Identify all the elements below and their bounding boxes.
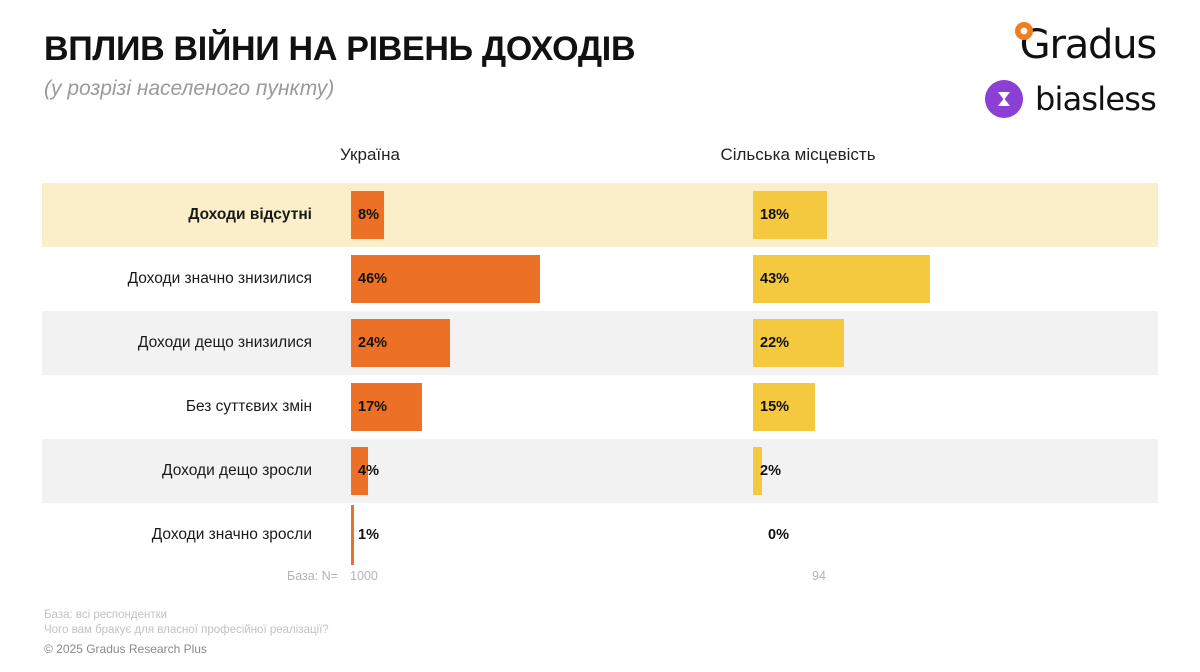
column-header-ukraine: Україна xyxy=(340,145,400,164)
chart-row: Доходи відсутні 8% 18% xyxy=(0,183,1200,247)
bar-value-rural: 15% xyxy=(760,399,790,415)
bar-ukraine xyxy=(351,447,368,495)
row-label: Доходи відсутні xyxy=(188,206,312,223)
hourglass-icon xyxy=(984,80,1023,118)
bar-value-ukraine: 46% xyxy=(358,271,388,287)
bar-ukraine xyxy=(351,383,422,431)
biasless-logo: biasless xyxy=(984,80,1157,118)
bar-cell-ukraine: 8% xyxy=(351,183,731,247)
chart-row: Доходи значно зросли 1% 0% xyxy=(0,503,1200,567)
orange-dot-icon xyxy=(1014,21,1034,41)
row-label: Доходи значно зросли xyxy=(151,526,312,543)
row-label: Доходи значно знизилися xyxy=(127,270,312,287)
row-background xyxy=(42,439,1158,503)
footer-copyright: © 2025 Gradus Research Plus xyxy=(44,642,207,656)
bar-rural xyxy=(753,255,930,303)
brand-logo-block: Gradus biasless xyxy=(956,22,1158,122)
bar-value-ukraine: 17% xyxy=(358,399,388,415)
bar-value-ukraine: 4% xyxy=(358,463,379,479)
bar-ukraine xyxy=(351,191,384,239)
bar-chart: Україна Сільська місцевість Доходи відсу… xyxy=(0,135,1200,595)
bar-value-rural: 0% xyxy=(768,527,789,543)
page-header: ВПЛИВ ВІЙНИ НА РІВЕНЬ ДОХОДІВ (у розрізі… xyxy=(0,0,1200,135)
bar-value-rural: 18% xyxy=(760,207,790,223)
bar-cell-ukraine: 24% xyxy=(351,311,731,375)
bar-cell-rural: 22% xyxy=(753,311,1153,375)
bar-value-rural: 2% xyxy=(760,463,781,479)
bar-rural xyxy=(753,319,844,367)
base-label: База: N= xyxy=(287,569,338,583)
bar-rural xyxy=(753,191,827,239)
bar-value-ukraine: 8% xyxy=(358,207,379,223)
bar-value-rural: 43% xyxy=(760,271,790,287)
gradus-logo: Gradus xyxy=(1014,22,1158,72)
row-label: Доходи дещо зросли xyxy=(162,462,312,479)
page-subtitle: (у розрізі населеного пункту) xyxy=(44,77,335,100)
biasless-wordmark: biasless xyxy=(1034,80,1157,118)
bar-cell-rural: 18% xyxy=(753,183,1153,247)
bar-value-rural: 22% xyxy=(760,335,790,351)
footer-base-note: База: всі респондентки xyxy=(44,609,168,621)
column-headers: Україна Сільська місцевість xyxy=(0,145,1200,175)
bar-cell-ukraine: 4% xyxy=(351,439,731,503)
base-value-rural: 94 xyxy=(812,569,826,583)
bar-ukraine xyxy=(351,319,450,367)
page-title: ВПЛИВ ВІЙНИ НА РІВЕНЬ ДОХОДІВ xyxy=(44,30,636,68)
base-value-ukraine: 1000 xyxy=(350,569,378,583)
bar-cell-rural: 2% xyxy=(753,439,1153,503)
bar-cell-rural: 15% xyxy=(753,375,1153,439)
bar-cell-ukraine: 17% xyxy=(351,375,731,439)
bar-rural xyxy=(753,447,762,495)
bar-ukraine xyxy=(351,505,354,565)
page-footer: База: всі респондентки Чого вам бракує д… xyxy=(44,608,744,658)
row-background xyxy=(42,311,1158,375)
row-label: Без суттєвих змін xyxy=(185,398,312,415)
bar-cell-ukraine: 1% xyxy=(351,503,731,567)
footer-question: Чого вам бракує для власної професійної … xyxy=(44,624,329,636)
column-header-rural: Сільська місцевість xyxy=(720,145,876,164)
bar-rural xyxy=(753,383,815,431)
chart-row: Без суттєвих змін 17% 15% xyxy=(0,375,1200,439)
bar-cell-rural: 43% xyxy=(753,247,1153,311)
row-label: Доходи дещо знизилися xyxy=(137,334,312,351)
chart-rows: Доходи відсутні 8% 18% Доходи значно зни… xyxy=(0,183,1200,567)
bar-cell-rural: 0% xyxy=(753,503,1153,567)
base-row: База: N= 1000 94 xyxy=(0,569,1200,593)
bar-ukraine xyxy=(351,255,540,303)
row-background xyxy=(42,183,1158,247)
gradus-wordmark: Gradus xyxy=(1019,22,1158,68)
bar-value-ukraine: 24% xyxy=(358,335,388,351)
chart-row: Доходи дещо зросли 4% 2% xyxy=(0,439,1200,503)
bar-cell-ukraine: 46% xyxy=(351,247,731,311)
chart-row: Доходи дещо знизилися 24% 22% xyxy=(0,311,1200,375)
bar-value-ukraine: 1% xyxy=(358,527,379,543)
chart-row: Доходи значно знизилися 46% 43% xyxy=(0,247,1200,311)
